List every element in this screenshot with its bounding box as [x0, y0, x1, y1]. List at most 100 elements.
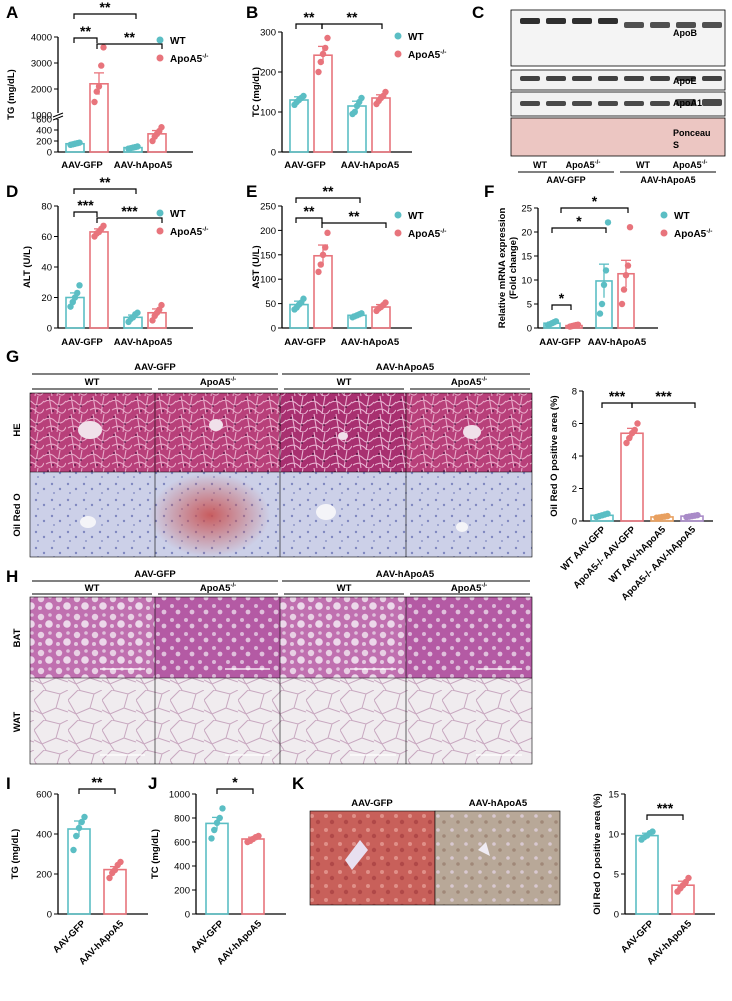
data-point — [574, 321, 582, 328]
band-apob — [546, 18, 566, 24]
significance-label: *** — [609, 388, 626, 404]
panel-label-a: A — [6, 3, 18, 22]
bat-image-3 — [280, 597, 406, 678]
significance-label: ** — [92, 774, 103, 790]
data-point — [76, 282, 83, 289]
he-image-2 — [155, 393, 280, 472]
data-point — [213, 819, 221, 826]
significance-label: * — [559, 290, 565, 306]
panel-label-b: B — [246, 3, 258, 22]
legend-label-ko: ApoA5-/- — [170, 226, 208, 238]
chart-f: F 0 5 10 15 20 25 Relative mRNA expression (Fold… — [484, 182, 712, 348]
data-point — [324, 229, 331, 237]
significance-bracket — [73, 13, 137, 19]
data-point — [75, 824, 83, 832]
g-col-wt-2: WT — [337, 377, 352, 388]
legend-label-ko: ApoA5-/- — [170, 53, 208, 65]
band-apoe — [624, 76, 644, 81]
y-tick-label: 800 — [174, 814, 190, 825]
panel-label-j: J — [148, 774, 157, 793]
panel-label-c: C — [472, 3, 484, 22]
data-point — [216, 814, 223, 822]
legend-ko-sup: -/- — [440, 228, 446, 235]
data-point — [78, 818, 85, 826]
panel-label-h: H — [6, 567, 18, 586]
y-tick-label: 25 — [521, 204, 532, 215]
significance-bracket — [73, 211, 98, 217]
legend-marker-ko — [156, 227, 164, 235]
y-tick-label: 2000 — [31, 85, 52, 96]
panel-g-images: G AAV-GFP AAV-hApoA5 WT ApoA5-/- WT ApoA… — [6, 347, 533, 558]
x-tick-label: AAV-hApoA5 — [588, 337, 647, 348]
data-point — [358, 94, 365, 102]
data-point — [319, 50, 327, 58]
band-apoe — [676, 76, 696, 81]
x-tick-label: AAV-hApoA5 — [341, 160, 400, 171]
y-tick-label: 20 — [41, 293, 52, 304]
h-col-ko-1: ApoA5-/- — [200, 583, 236, 594]
y-tick-label: 0 — [185, 910, 190, 921]
legend-marker-ko — [394, 50, 402, 58]
bar — [241, 838, 265, 915]
data-point — [618, 300, 626, 308]
y-tick-label: 60 — [41, 232, 52, 243]
significance-label: * — [576, 213, 582, 229]
y-tick-label: 6 — [572, 419, 577, 430]
legend-label-ko: ApoA5-/- — [408, 228, 446, 240]
data-point — [74, 289, 81, 297]
bar — [67, 828, 91, 915]
data-point — [694, 511, 701, 519]
band-apoa1 — [650, 101, 670, 106]
significance-bracket — [321, 23, 383, 29]
data-point — [134, 143, 141, 150]
y-axis-label: ALT (U/L) — [22, 246, 33, 288]
data-point — [358, 310, 365, 317]
lane-label-ko-2: ApoA5-/- — [673, 160, 708, 170]
significance-label: ** — [349, 208, 360, 224]
k-image-gfp — [309, 810, 436, 906]
legend-label-wt: WT — [408, 32, 424, 43]
k-col-gfp: AAV-GFP — [351, 798, 393, 809]
legend-marker-wt — [156, 209, 164, 217]
h-group-gfp: AAV-GFP — [134, 569, 176, 580]
g-col-ko-2: ApoA5-/- — [451, 377, 487, 388]
data-point — [208, 835, 215, 842]
significance-bracket — [216, 788, 254, 794]
g-row-oro: Oil Red O — [12, 493, 23, 536]
y-tick-label: 400 — [174, 862, 190, 873]
significance-bracket — [551, 304, 572, 310]
y-tick-label: 400 — [36, 126, 52, 137]
data-point — [324, 34, 331, 42]
legend-label-wt: WT — [408, 211, 424, 222]
data-point — [634, 420, 641, 427]
bat-image-4 — [406, 597, 532, 678]
band-apoe — [520, 76, 540, 81]
significance-bracket — [73, 188, 137, 194]
band-apoa1 — [546, 101, 566, 106]
band-apoe — [546, 76, 566, 81]
data-point — [317, 58, 324, 66]
data-point — [322, 244, 329, 251]
g-col-wt-1: WT — [85, 377, 100, 388]
y-tick-label: 1000 — [31, 111, 52, 122]
significance-label: ** — [80, 23, 91, 39]
data-point — [382, 88, 389, 96]
significance-label: *** — [77, 197, 94, 213]
legend-marker-wt — [394, 32, 402, 40]
data-point — [117, 858, 124, 866]
data-point — [604, 510, 611, 517]
data-point — [631, 426, 638, 434]
y-tick-label: 8 — [572, 387, 577, 398]
bat-image-1 — [30, 597, 155, 678]
legend-marker-wt — [156, 36, 164, 44]
x-tick-label: AAV-GFP — [284, 337, 326, 348]
band-apoa1 — [520, 101, 540, 106]
data-point — [93, 88, 100, 95]
data-point — [158, 301, 165, 309]
panel-h-images: H AAV-GFP AAV-hApoA5 WT ApoA5-/- WT ApoA… — [6, 567, 533, 765]
band-apob — [702, 22, 722, 28]
x-tick-label: AAV-hApoA5 — [341, 337, 400, 348]
y-axis-label: TC (mg/dL) — [150, 829, 161, 879]
legend-ko-text: ApoA5 — [408, 229, 441, 240]
